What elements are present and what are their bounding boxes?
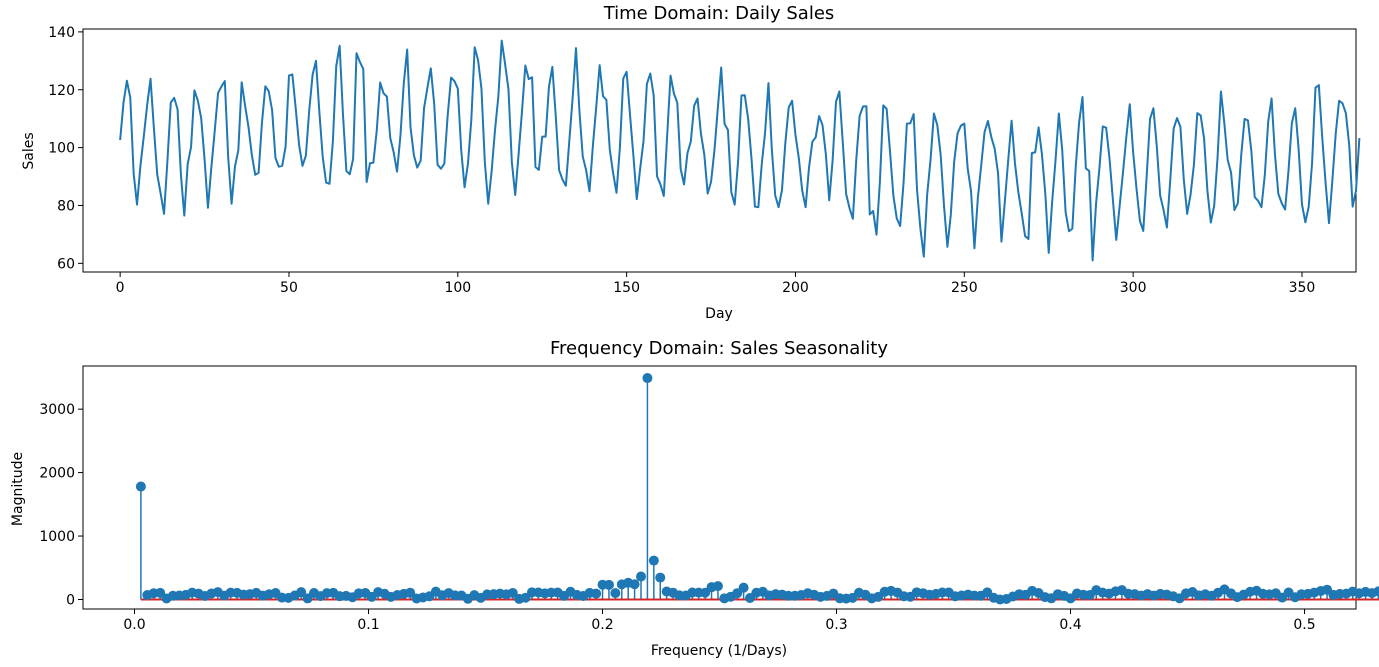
frequency-domain-ytick-label: 3000 <box>39 402 75 418</box>
time-domain-ytick-label: 60 <box>57 256 75 272</box>
time-domain-ytick-label: 140 <box>48 25 75 41</box>
magnitude-marker <box>135 481 146 492</box>
frequency-domain-xtick-label: 0.4 <box>1059 617 1081 633</box>
time-domain-ytick-label: 120 <box>48 83 75 99</box>
time-domain-plot-area: 0 50 100 150 200 250 300 350 60 80 100 120 140 <box>48 25 1361 296</box>
frequency-domain-xtick-label: 0.0 <box>123 617 145 633</box>
frequency-domain-xlabel: Frequency (1/Days) <box>651 643 787 659</box>
frequency-domain-ytick-label: 1000 <box>39 529 75 545</box>
frequency-domain-ytick-label: 0 <box>66 592 75 608</box>
sales-series-line <box>119 39 1361 262</box>
magnitude-marker <box>1373 586 1379 597</box>
time-domain-xtick-label: 250 <box>951 280 978 296</box>
frequency-domain-xtick-label: 0.5 <box>1293 617 1315 633</box>
magnitude-marker <box>648 555 659 566</box>
frequency-domain-xtick-label: 0.1 <box>357 617 379 633</box>
time-domain-xtick-label: 0 <box>116 280 125 296</box>
magnitude-marker <box>712 581 723 592</box>
time-domain-xtick-label: 300 <box>1120 280 1147 296</box>
time-domain-xlabel: Day <box>705 306 733 322</box>
frequency-domain-ylabel: Magnitude <box>10 452 26 526</box>
magnitude-marker <box>629 579 640 590</box>
magnitude-marker <box>155 587 166 598</box>
magnitude-marker <box>405 587 416 598</box>
time-domain-axes-frame <box>82 28 1357 273</box>
magnitude-marker <box>738 582 749 593</box>
frequency-domain-ytick-label: 2000 <box>39 466 75 482</box>
frequency-domain-title: Frequency Domain: Sales Seasonality <box>550 338 888 359</box>
magnitude-marker <box>610 588 621 599</box>
time-domain-xtick-label: 200 <box>782 280 809 296</box>
magnitude-marker <box>296 587 307 598</box>
frequency-domain-xtick-label: 0.3 <box>825 617 847 633</box>
time-domain-title: Time Domain: Daily Sales <box>603 3 835 24</box>
frequency-domain-plot-area: 0.0 0.1 0.2 0.3 0.4 0.5 0 1000 2000 3000 <box>39 365 1379 633</box>
magnitude-marker <box>655 572 666 583</box>
magnitude-marker <box>603 579 614 590</box>
frequency-domain-xtick-label: 0.2 <box>591 617 613 633</box>
magnitude-marker <box>642 373 653 384</box>
time-domain-ytick-label: 80 <box>57 198 75 214</box>
frequency-domain-axes-frame <box>82 365 1357 610</box>
time-domain-ytick-label: 100 <box>48 141 75 157</box>
magnitude-marker <box>636 571 647 582</box>
time-domain-xtick-label: 50 <box>280 280 298 296</box>
time-domain-xtick-label: 100 <box>444 280 471 296</box>
magnitude-marker <box>591 588 602 599</box>
magnitude-marker <box>507 587 518 598</box>
time-domain-xtick-label: 150 <box>613 280 640 296</box>
frequency-domain-subplot: Frequency Domain: Sales Seasonality 0.0 0… <box>10 338 1379 659</box>
time-domain-xtick-label: 350 <box>1289 280 1316 296</box>
time-domain-subplot: Time Domain: Daily Sales 0 50 100 150 200 250… <box>21 3 1361 322</box>
time-domain-ylabel: Sales <box>21 132 37 169</box>
